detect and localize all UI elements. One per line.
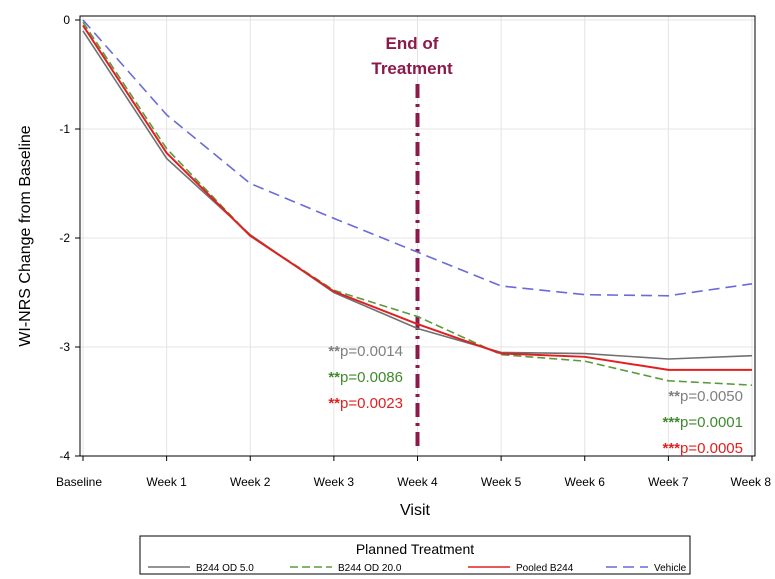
legend-label: Vehicle xyxy=(654,563,687,574)
end-of-treatment-label-line1: End of xyxy=(386,34,439,53)
significance-stars: *** xyxy=(663,440,681,457)
x-tick-label: Week 1 xyxy=(146,475,187,489)
significance-stars: ** xyxy=(328,343,340,360)
p-value-text: p=0.0086 xyxy=(340,369,403,386)
y-tick-label: -3 xyxy=(59,340,70,354)
significance-stars: ** xyxy=(328,395,340,412)
p-value-text: p=0.0014 xyxy=(340,343,403,360)
series-line-b244-od-20-0 xyxy=(82,21,753,386)
y-tick-label: -1 xyxy=(59,122,70,136)
week4-pvalue: **p=0.0014 xyxy=(328,343,403,360)
y-tick-label: -4 xyxy=(59,449,70,463)
series-line-vehicle xyxy=(82,19,753,297)
significance-stars: *** xyxy=(663,414,681,431)
legend-box xyxy=(139,535,691,575)
legend: Planned Treatment B244 OD 5.0 B244 OD 20.… xyxy=(139,535,691,575)
week4-pvalue: **p=0.0023 xyxy=(328,395,403,412)
p-value-text: p=0.0005 xyxy=(680,440,743,457)
x-tick-label: Week 5 xyxy=(481,475,522,489)
x-tick-label: Week 7 xyxy=(648,475,689,489)
p-value-text: p=0.0023 xyxy=(340,395,403,412)
p-value-text: p=0.0001 xyxy=(680,414,743,431)
significance-stars: ** xyxy=(328,369,340,386)
legend-label: B244 OD 20.0 xyxy=(338,563,402,574)
y-axis: 0 -1 -2 -3 -4 xyxy=(59,13,80,463)
p-value-annotations: **p=0.0014**p=0.0086**p=0.0023 **p=0.0050… xyxy=(328,343,743,457)
legend-label: B244 OD 5.0 xyxy=(196,563,254,574)
y-tick-label: -2 xyxy=(59,231,70,245)
series-line-b244-od-5-0 xyxy=(82,30,753,360)
legend-label: Pooled B244 xyxy=(516,563,574,574)
week8-pvalue: **p=0.0050 xyxy=(668,388,743,405)
end-of-treatment-label-line2: Treatment xyxy=(371,59,453,78)
x-tick-label: Week 2 xyxy=(230,475,271,489)
x-tick-label: Week 3 xyxy=(314,475,355,489)
y-axis-title: WI-NRS Change from Baseline xyxy=(17,125,34,347)
legend-title: Planned Treatment xyxy=(356,541,474,557)
significance-stars: ** xyxy=(668,388,680,405)
series-line-pooled-b244 xyxy=(82,24,752,371)
y-tick-label: 0 xyxy=(63,13,70,27)
series-lines xyxy=(82,19,753,386)
x-tick-label: Week 6 xyxy=(565,475,606,489)
x-tick-label: Week 4 xyxy=(397,475,438,489)
x-axis: Baseline Week 1 Week 2 Week 3 Week 4 Week 5 We… xyxy=(56,456,771,489)
x-tick-label: Baseline xyxy=(56,475,102,489)
week4-pvalue: **p=0.0086 xyxy=(328,369,403,386)
p-value-text: p=0.0050 xyxy=(680,388,743,405)
week8-pvalue: ***p=0.0001 xyxy=(663,414,744,431)
week8-pvalue: ***p=0.0005 xyxy=(663,440,744,457)
x-tick-label: Week 8 xyxy=(731,475,772,489)
x-axis-title: Visit xyxy=(400,502,430,519)
